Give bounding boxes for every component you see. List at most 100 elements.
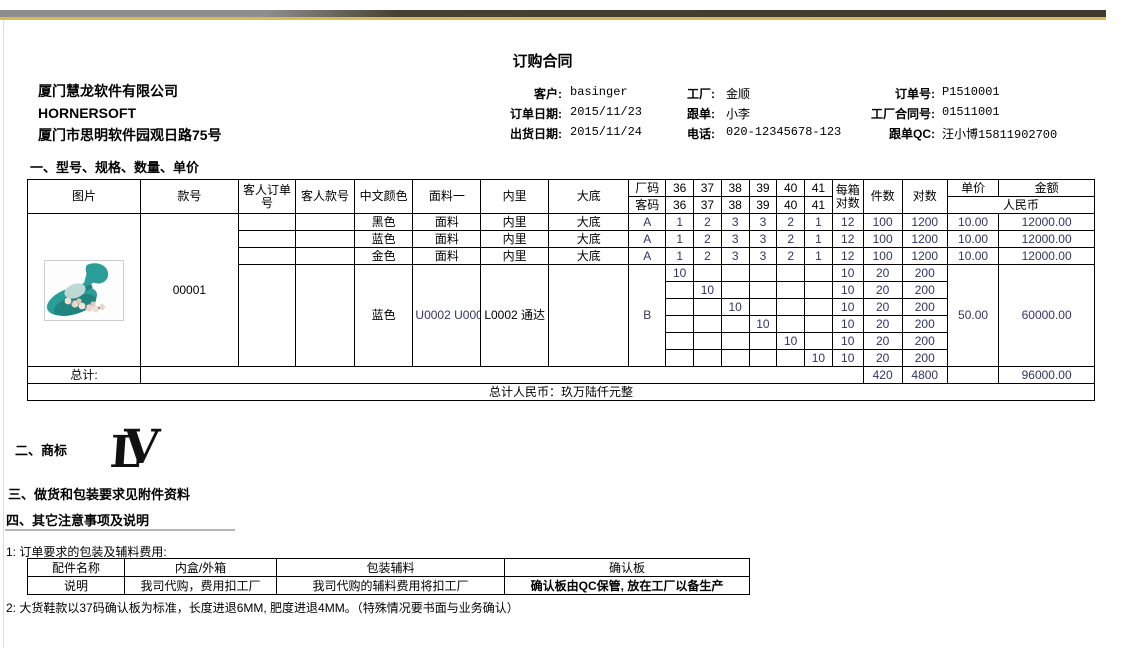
col-cust-style-no: 客人款号 (295, 179, 355, 214)
outsole-cell: 大底 (548, 230, 630, 248)
section4-heading: 四、其它注意事项及说明 (6, 513, 150, 528)
size-qty-cell (665, 332, 695, 350)
size-qty-cell (804, 332, 833, 350)
order-no-value: P1510001 (942, 85, 1000, 99)
size-qty-cell (665, 315, 695, 333)
total-unit-price-empty (946, 366, 1000, 384)
size-qty-cell: 1 (665, 247, 695, 265)
unit-price-cell: 50.00 (946, 264, 1000, 367)
fabric-cell: 面料 (412, 213, 482, 231)
pieces-cell: 20 (862, 315, 903, 333)
pairs-cell: 200 (901, 281, 948, 299)
style-no-cell: 00001 (140, 213, 239, 367)
accessories-header-row: 配件名称 内盒/外箱 包装辅料 确认板 (27, 558, 750, 577)
acc-col-confirm: 确认板 (504, 558, 750, 577)
pieces-cell: 20 (862, 332, 903, 350)
size-qty-cell (665, 349, 695, 367)
size-qty-cell (720, 332, 750, 350)
document-title: 订购合同 (512, 53, 573, 70)
customer-label: 客户: (534, 87, 562, 101)
amount-cell: 12000.00 (998, 247, 1095, 265)
qc-value: 汪小博15811902700 (942, 128, 1058, 142)
pieces-cell: 20 (862, 298, 903, 316)
col-style-no: 款号 (140, 179, 239, 214)
section1-heading: 一、型号、规格、数量、单价 (30, 160, 200, 175)
item-row-a1: 00001 黑色 面料 内里 大底 A 1 2 3 3 2 1 12 100 1… (26, 213, 1095, 367)
size-qty-cell: 10 (693, 281, 722, 299)
col-csize-37: 37 (693, 196, 722, 214)
per-box-cell: 12 (831, 247, 864, 265)
size-qty-cell: 10 (665, 264, 695, 282)
size-qty-cell: 3 (748, 213, 778, 231)
col-csize-41: 41 (804, 196, 833, 214)
size-qty-cell (804, 281, 833, 299)
color-cell: 金色 (353, 247, 414, 265)
size-qty-cell: 2 (693, 230, 722, 248)
amount-cell: 12000.00 (998, 213, 1095, 231)
size-qty-cell: 1 (665, 230, 695, 248)
company-name-en: HORNERSOFT (38, 105, 136, 121)
factory-contract-value: 01511001 (942, 105, 1000, 119)
accessories-detail-row: 说明 我司代购，费用扣工厂 我司代购的辅料费用将扣工厂 确认板由QC保管, 放在… (27, 576, 750, 595)
size-qty-cell (693, 298, 722, 316)
size-qty-cell: 3 (720, 230, 750, 248)
amount-cell: 60000.00 (998, 264, 1095, 367)
size-qty-cell (776, 264, 806, 282)
packing-note-1: 1: 订单要求的包装及辅料费用: (6, 545, 167, 559)
lv-brand-logo: L V (108, 420, 174, 478)
col-size-40: 40 (776, 179, 806, 197)
pieces-cell: 100 (862, 247, 903, 265)
size-qty-cell (665, 281, 695, 299)
col-size-36: 36 (665, 179, 695, 197)
size-qty-cell: 2 (693, 247, 722, 265)
size-qty-cell: 10 (776, 332, 806, 350)
size-qty-cell: 3 (720, 213, 750, 231)
per-box-cell: 12 (831, 213, 864, 231)
outsole-cell (548, 264, 630, 367)
cust-style-no-cell (295, 230, 355, 248)
col-size-37: 37 (693, 179, 722, 197)
order-no-label: 订单号: (895, 87, 935, 101)
pairs-cell: 200 (901, 332, 948, 350)
section3-heading: 三、做货和包装要求见附件资料 (8, 487, 191, 502)
code-cell: B (628, 264, 667, 367)
outsole-cell: 大底 (548, 213, 630, 231)
size-qty-cell: 10 (720, 298, 750, 316)
col-size-39: 39 (748, 179, 778, 197)
pieces-cell: 20 (862, 281, 903, 299)
item-row-b4: 10 10 20 200 (28, 315, 1095, 333)
amount-cell: 12000.00 (998, 230, 1095, 248)
top-gold-bar (0, 17, 1106, 20)
total-amount: 96000.00 (998, 366, 1095, 384)
col-cust-order-no: 客人订单号 (237, 179, 297, 214)
per-box-cell: 12 (831, 230, 864, 248)
col-csize-36: 36 (665, 196, 695, 214)
pairs-cell: 200 (901, 349, 948, 367)
col-amount: 金额 (998, 179, 1095, 197)
pairs-cell: 200 (901, 264, 948, 282)
size-qty-cell (720, 315, 750, 333)
col-csize-38: 38 (720, 196, 750, 214)
pieces-cell: 20 (862, 349, 903, 367)
acc-col-inner-outer: 内盒/外箱 (124, 558, 277, 577)
col-pieces: 件数 (862, 179, 903, 214)
ship-date-value: 2015/11/24 (570, 125, 643, 139)
col-color: 中文颜色 (353, 179, 414, 214)
cust-order-no-cell (237, 230, 297, 248)
factory-label: 工厂: (687, 87, 715, 101)
per-box-cell: 10 (831, 264, 864, 282)
phone-value: 020-12345678-123 (726, 125, 842, 139)
accessories-table: 配件名称 内盒/外箱 包装辅料 确认板 说明 我司代购，费用扣工厂 我司代购的辅… (27, 558, 750, 595)
customer-value: basinger (570, 85, 628, 99)
header-row-1: 图片 款号 客人订单号 客人款号 中文颜色 面料一 内里 大底 厂码 36 37… (26, 179, 1095, 214)
company-block: 厦门慧龙软件有限公司 HORNERSOFT 厦门市思明软件园观日路75号 (38, 80, 222, 146)
per-box-cell: 10 (831, 281, 864, 299)
size-qty-cell (748, 332, 778, 350)
cust-order-no-cell (237, 264, 297, 367)
pairs-cell: 200 (901, 298, 948, 316)
top-dark-bar (0, 10, 1106, 17)
col-size-38: 38 (720, 179, 750, 197)
item-row-b1: 蓝色 U0002 U0001 0592- 6666666 L0002 通达 B … (28, 264, 1095, 367)
lining-cell: L0002 通达 (480, 264, 550, 367)
cust-order-no-cell (237, 213, 297, 231)
